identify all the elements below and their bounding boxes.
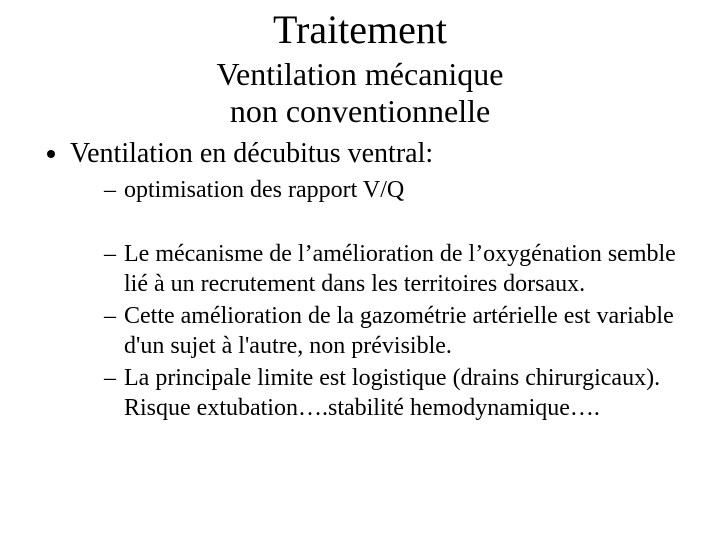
bullet-list-level2b: Le mécanisme de l’amélioration de l’oxyg… (70, 239, 680, 423)
sub-item-4: La principale limite est logistique (dra… (104, 363, 680, 423)
slide-title: Traitement (40, 8, 680, 52)
subtitle-line-1: Ventilation mécanique (216, 56, 503, 92)
bullet-list-level1: Ventilation en décubitus ventral: optimi… (40, 136, 680, 423)
bullet-list-level2: optimisation des rapport V/Q (70, 175, 680, 205)
bullet-item-1-text: Ventilation en décubitus ventral: (70, 138, 433, 169)
subtitle-line-2: non conventionnelle (230, 93, 490, 129)
sub-item-1: optimisation des rapport V/Q (104, 175, 680, 205)
sub-item-3: Cette amélioration de la gazométrie arté… (104, 301, 680, 361)
slide-subtitle: Ventilation mécanique non conventionnell… (40, 56, 680, 130)
slide: Traitement Ventilation mécanique non con… (0, 0, 720, 540)
bullet-item-1: Ventilation en décubitus ventral: optimi… (70, 136, 680, 423)
sub-item-2: Le mécanisme de l’amélioration de l’oxyg… (104, 239, 680, 299)
spacer (70, 207, 680, 235)
